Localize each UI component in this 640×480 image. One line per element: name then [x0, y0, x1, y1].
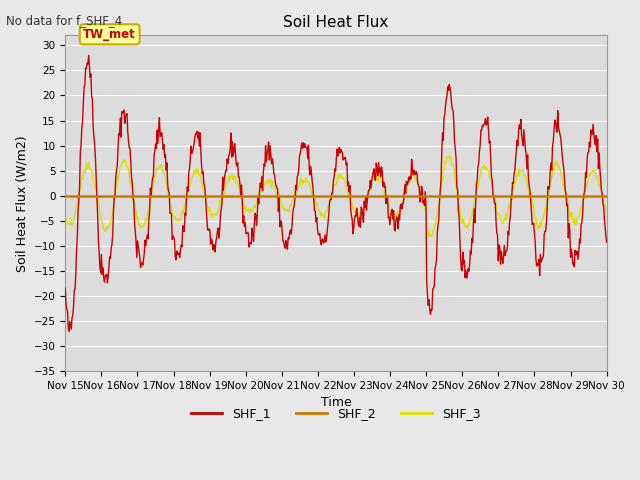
Legend: SHF_1, SHF_2, SHF_3: SHF_1, SHF_2, SHF_3 [186, 402, 486, 425]
Title: Soil Heat Flux: Soil Heat Flux [284, 15, 388, 30]
Text: TW_met: TW_met [83, 28, 136, 41]
Text: No data for f_SHF_4: No data for f_SHF_4 [6, 14, 123, 27]
Y-axis label: Soil Heat Flux (W/m2): Soil Heat Flux (W/m2) [15, 135, 28, 272]
X-axis label: Time: Time [321, 396, 351, 409]
